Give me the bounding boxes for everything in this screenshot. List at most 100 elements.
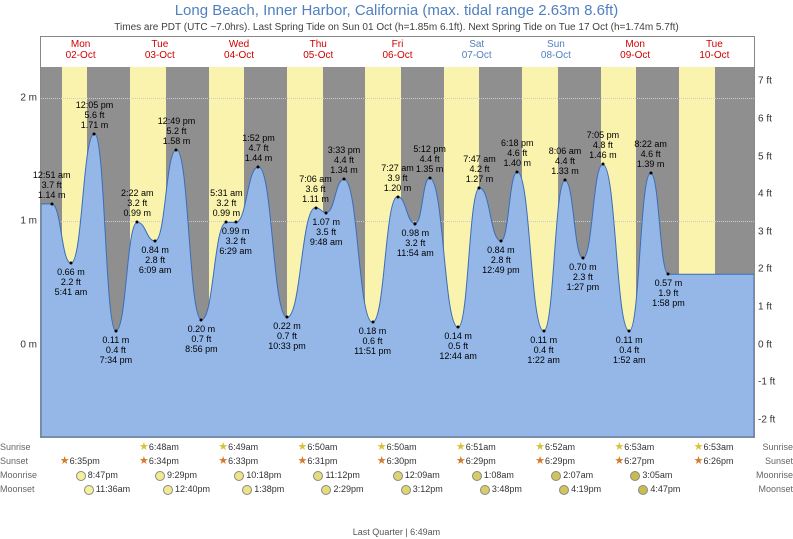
tide-peak-dot	[649, 172, 652, 175]
tide-chart: Long Beach, Inner Harbor, California (ma…	[0, 0, 793, 539]
low-tide-label: 0.99 m3.2 ft6:29 am	[219, 226, 252, 256]
tide-peak-dot	[628, 329, 631, 332]
y-axis-right-label: 1 ft	[758, 301, 782, 312]
high-tide-label: 7:47 am4.2 ft1.27 m	[463, 154, 496, 184]
moonrise-time: 3:05am	[630, 470, 672, 481]
moonrise-time: 2:07am	[551, 470, 593, 481]
tide-peak-dot	[667, 273, 670, 276]
footer-label: Sunrise	[755, 442, 793, 452]
tide-peak-dot	[285, 316, 288, 319]
sun-moon-footer: SunriseSunrise★6:48am★6:49am★6:50am★6:50…	[40, 442, 753, 498]
high-tide-label: 5:31 am3.2 ft0.99 m	[210, 188, 243, 218]
tide-peak-dot	[371, 321, 374, 324]
moonrise-time: 12:09am	[393, 470, 440, 481]
tide-peak-dot	[499, 239, 502, 242]
sunrise-time: ★6:49am	[218, 442, 258, 452]
high-tide-label: 12:51 am3.7 ft1.14 m	[33, 170, 71, 200]
low-tide-label: 0.11 m0.4 ft1:52 am	[613, 335, 646, 365]
tide-peak-dot	[343, 178, 346, 181]
tide-peak-dot	[257, 165, 260, 168]
high-tide-label: 8:22 am4.6 ft1.39 m	[634, 139, 667, 169]
tide-peak-dot	[114, 329, 117, 332]
tide-peak-dot	[564, 179, 567, 182]
moonrise-time: 11:12pm	[313, 470, 359, 481]
moonset-time: 4:19pm	[559, 484, 601, 495]
footer-row-moonrise: MoonriseMoonrise8:47pm9:29pm10:18pm11:12…	[40, 470, 753, 484]
low-tide-label: 0.11 m0.4 ft1:22 am	[527, 335, 560, 365]
moonset-time: 1:38pm	[242, 484, 284, 495]
y-axis-left-label: 2 m	[13, 92, 37, 103]
footer-label: Moonset	[755, 484, 793, 494]
moonrise-time: 1:08am	[472, 470, 514, 481]
low-tide-label: 0.14 m0.5 ft12:44 am	[439, 331, 477, 361]
high-tide-label: 3:33 pm4.4 ft1.34 m	[328, 145, 361, 175]
sunset-time: ★6:30pm	[377, 456, 417, 466]
tide-peak-dot	[428, 177, 431, 180]
tide-peak-dot	[93, 132, 96, 135]
tide-peak-dot	[457, 326, 460, 329]
tide-peak-dot	[69, 262, 72, 265]
footer-row-moonset: MoonsetMoonset11:36am12:40pm1:38pm2:29pm…	[40, 484, 753, 498]
chart-title: Long Beach, Inner Harbor, California (ma…	[0, 2, 793, 19]
sunset-time: ★6:26pm	[694, 456, 734, 466]
sunrise-time: ★6:52am	[535, 442, 575, 452]
low-tide-label: 0.70 m2.3 ft1:27 pm	[567, 262, 600, 292]
moonset-time: 3:12pm	[401, 484, 443, 495]
footer-label: Moonset	[0, 484, 38, 494]
low-tide-label: 1.07 m3.5 ft9:48 am	[310, 217, 343, 247]
sunrise-time: ★6:50am	[297, 442, 337, 452]
footer-label: Sunset	[0, 456, 38, 466]
y-axis-right-label: 7 ft	[758, 76, 782, 87]
low-tide-label: 0.11 m0.4 ft7:34 pm	[100, 335, 133, 365]
last-quarter-label: Last Quarter | 6:49am	[0, 527, 793, 537]
high-tide-label: 5:12 pm4.4 ft1.35 m	[413, 144, 446, 174]
high-tide-label: 7:06 am3.6 ft1.11 m	[299, 174, 332, 204]
sunrise-time: ★6:53am	[694, 442, 734, 452]
tide-peak-dot	[200, 318, 203, 321]
tide-peak-dot	[396, 195, 399, 198]
high-tide-label: 12:05 pm5.6 ft1.71 m	[76, 100, 114, 130]
sunset-time: ★6:29pm	[456, 456, 496, 466]
sunrise-time: ★6:53am	[614, 442, 654, 452]
sunset-time: ★6:35pm	[60, 456, 100, 466]
low-tide-label: 0.22 m0.7 ft10:33 pm	[268, 321, 306, 351]
sunrise-time: ★6:48am	[139, 442, 179, 452]
high-tide-label: 6:18 pm4.6 ft1.40 m	[501, 138, 534, 168]
sunrise-time: ★6:50am	[377, 442, 417, 452]
footer-row-sunrise: SunriseSunrise★6:48am★6:49am★6:50am★6:50…	[40, 442, 753, 456]
low-tide-label: 0.18 m0.6 ft11:51 pm	[354, 326, 391, 356]
tide-peak-dot	[414, 222, 417, 225]
y-axis-right-label: 5 ft	[758, 151, 782, 162]
tide-peak-dot	[154, 239, 157, 242]
high-tide-label: 2:22 am3.2 ft0.99 m	[121, 188, 154, 218]
sunrise-time: ★6:51am	[456, 442, 496, 452]
low-tide-label: 0.20 m0.7 ft8:56 pm	[185, 324, 218, 354]
y-axis-left-label: 1 m	[13, 216, 37, 227]
tide-peak-dot	[516, 170, 519, 173]
high-tide-label: 7:05 pm4.8 ft1.46 m	[587, 130, 620, 160]
high-tide-label: 8:06 am4.4 ft1.33 m	[549, 146, 582, 176]
y-axis-right-label: -1 ft	[758, 377, 782, 388]
y-axis-right-label: 6 ft	[758, 113, 782, 124]
y-axis-right-label: 4 ft	[758, 189, 782, 200]
tide-peak-dot	[601, 163, 604, 166]
footer-label: Moonrise	[755, 470, 793, 480]
y-axis-left-label: 0 m	[13, 339, 37, 350]
moonrise-time: 10:18pm	[234, 470, 281, 481]
footer-row-sunset: SunsetSunset★6:35pm★6:34pm★6:33pm★6:31pm…	[40, 456, 753, 470]
tide-peak-dot	[175, 148, 178, 151]
tide-peak-dot	[581, 257, 584, 260]
moonset-time: 12:40pm	[163, 484, 210, 495]
moonrise-time: 8:47pm	[76, 470, 118, 481]
tide-peak-dot	[234, 221, 237, 224]
high-tide-label: 1:52 pm4.7 ft1.44 m	[242, 133, 275, 163]
footer-label: Sunrise	[0, 442, 38, 452]
footer-label: Moonrise	[0, 470, 38, 480]
plot-area: Mon02-OctTue03-OctWed04-OctThu05-OctFri0…	[40, 36, 755, 438]
low-tide-label: 0.98 m3.2 ft11:54 am	[397, 228, 434, 258]
tide-peak-dot	[136, 221, 139, 224]
low-tide-label: 0.84 m2.8 ft12:49 pm	[482, 245, 520, 275]
tide-peak-dot	[325, 211, 328, 214]
tide-peak-dot	[542, 329, 545, 332]
moonset-time: 2:29pm	[321, 484, 363, 495]
